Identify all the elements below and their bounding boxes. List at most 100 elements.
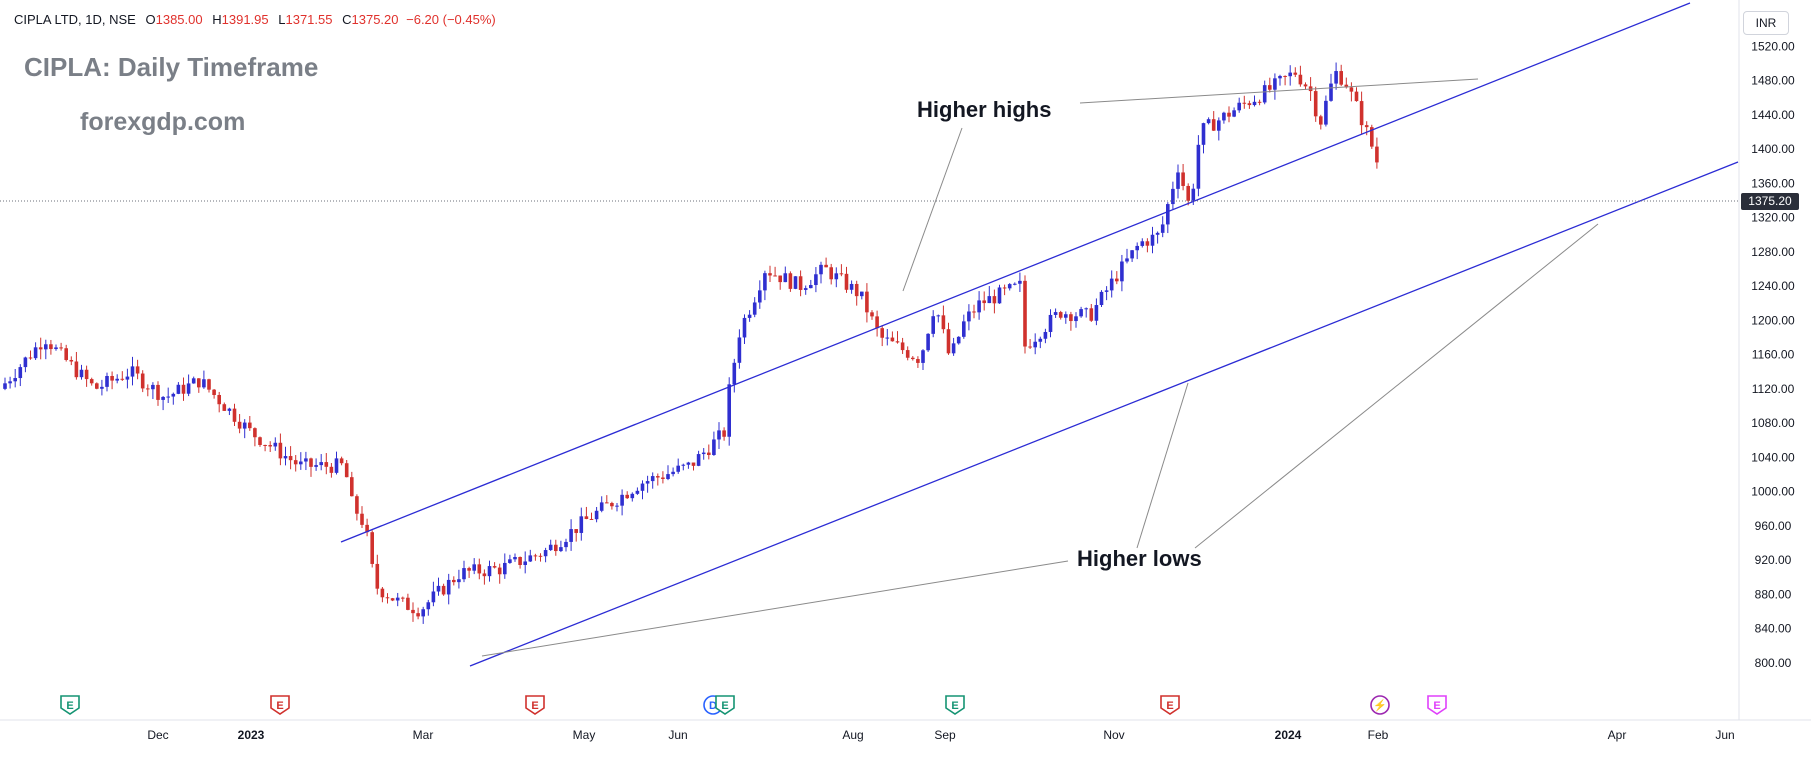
candle (1262, 80, 1267, 105)
candle (508, 554, 512, 564)
candle (110, 371, 114, 390)
price-axis[interactable]: 1520.00 1480.00 1440.00 1400.00 1360.00 1320.… (1738, 0, 1795, 720)
candle-body (737, 337, 742, 363)
candle-body (589, 518, 594, 520)
candle-body (1099, 291, 1104, 306)
candle (1155, 231, 1160, 244)
candle-body (89, 379, 94, 384)
candle (1150, 226, 1155, 254)
ohlc-legend: CIPLA LTD, 1D, NSE O1385.00 H1391.95 L13… (14, 12, 496, 27)
candle-body (844, 273, 849, 290)
candle (1354, 87, 1359, 102)
earnings-marker[interactable]: E (945, 695, 965, 715)
price-tick-label: 1240.00 (1751, 279, 1795, 293)
candle (293, 455, 298, 472)
candle (503, 553, 507, 579)
candle (146, 384, 150, 397)
candle (1002, 284, 1007, 296)
candle-body (992, 296, 997, 304)
candle (18, 364, 23, 387)
candle-body (752, 302, 757, 315)
candle (202, 370, 206, 389)
candle (722, 427, 726, 441)
candle (967, 304, 971, 331)
candle-body (314, 465, 318, 467)
candle (875, 310, 879, 337)
candle-body (1354, 91, 1359, 102)
candle (625, 491, 629, 500)
candle (747, 310, 752, 322)
candle-body (395, 597, 400, 601)
candle (742, 314, 747, 344)
candle (365, 518, 369, 537)
last-price-tag: 1375.20 (1741, 193, 1799, 210)
candle (650, 472, 655, 489)
candle (885, 328, 890, 346)
candle (778, 275, 782, 290)
lower-channel-line[interactable] (469, 161, 1739, 667)
candle-body (1079, 309, 1083, 317)
candle (1242, 95, 1247, 109)
candle (329, 463, 334, 478)
earnings-marker-label: E (951, 700, 958, 712)
candle-body (783, 273, 788, 283)
candle (268, 441, 272, 453)
candle-body (1298, 74, 1303, 85)
candle (375, 554, 380, 595)
candle-body (156, 384, 160, 400)
candle-body (814, 274, 818, 286)
candle-body (880, 328, 884, 338)
candle-body (691, 462, 696, 466)
earnings-marker[interactable]: ⚡ (1370, 695, 1390, 715)
candle-body (1120, 261, 1124, 282)
candle-body (105, 376, 109, 387)
higher-lows-label: Higher lows (1077, 546, 1202, 571)
candle (569, 519, 573, 551)
earnings-marker[interactable]: E (60, 695, 80, 715)
candle (232, 403, 237, 427)
candle-body (1038, 338, 1043, 342)
candle-body (288, 456, 293, 461)
time-axis[interactable]: Dec 2023 Mar May Jun Aug Sep Nov 2024 Feb Apr Jun (0, 719, 1811, 742)
candle (1109, 270, 1114, 298)
candle (584, 506, 589, 520)
candle-body (1375, 146, 1379, 163)
earnings-marker[interactable]: E (525, 695, 545, 715)
candle (752, 297, 757, 318)
candle (89, 377, 94, 386)
candle-body (95, 383, 99, 389)
earnings-marker[interactable]: E (1427, 695, 1447, 715)
candle (982, 291, 986, 311)
candle (283, 446, 288, 466)
candle (166, 387, 170, 404)
candle (355, 494, 359, 521)
earnings-icon (270, 695, 290, 715)
candle-body (1293, 72, 1298, 75)
candle-body (462, 568, 466, 580)
earnings-marker[interactable]: E (270, 695, 290, 715)
candle-body (1094, 305, 1099, 321)
earnings-markers[interactable]: E E E D E E E ⚡ E (60, 695, 1447, 715)
candle-body (538, 555, 543, 557)
upper-channel-line[interactable] (340, 2, 1691, 543)
candle (431, 581, 436, 607)
candle-body (875, 316, 879, 329)
candle (1099, 290, 1104, 307)
candle (951, 337, 956, 356)
candle (380, 586, 385, 603)
candle (661, 471, 665, 484)
candle (1023, 275, 1027, 354)
candle (630, 492, 635, 502)
candle (151, 382, 155, 400)
candle (640, 480, 645, 500)
candle-body (701, 452, 706, 455)
currency-button[interactable]: INR (1743, 11, 1789, 35)
candle (324, 453, 329, 475)
candle (1120, 254, 1124, 292)
earnings-marker[interactable]: E (1160, 695, 1180, 715)
earnings-marker[interactable]: E (715, 695, 735, 715)
candle-body (79, 369, 84, 378)
candle-body (758, 290, 762, 303)
candle (656, 473, 660, 486)
